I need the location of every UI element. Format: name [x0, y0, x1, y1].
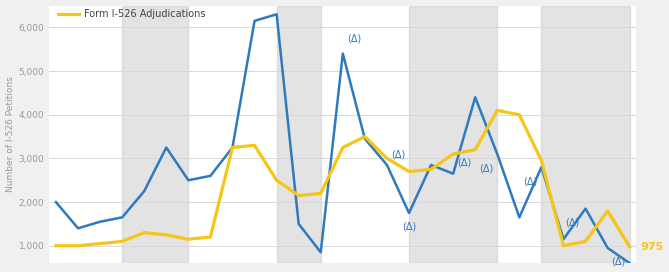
Bar — [276, 5, 320, 263]
Bar — [409, 5, 497, 263]
Text: (Δ): (Δ) — [402, 221, 416, 231]
Text: (Δ): (Δ) — [565, 218, 579, 228]
Text: (Δ): (Δ) — [391, 149, 405, 159]
Bar — [541, 5, 630, 263]
Text: (Δ): (Δ) — [611, 256, 626, 266]
Text: (Δ): (Δ) — [457, 158, 471, 168]
Bar — [122, 5, 189, 263]
Y-axis label: Number of I-526 Petitions: Number of I-526 Petitions — [5, 76, 15, 192]
Text: (Δ): (Δ) — [479, 163, 493, 173]
Text: (Δ): (Δ) — [523, 176, 537, 186]
Text: (Δ): (Δ) — [347, 33, 361, 43]
Legend: Form I-526 Adjudications: Form I-526 Adjudications — [54, 5, 209, 23]
Text: 975: 975 — [641, 242, 664, 252]
